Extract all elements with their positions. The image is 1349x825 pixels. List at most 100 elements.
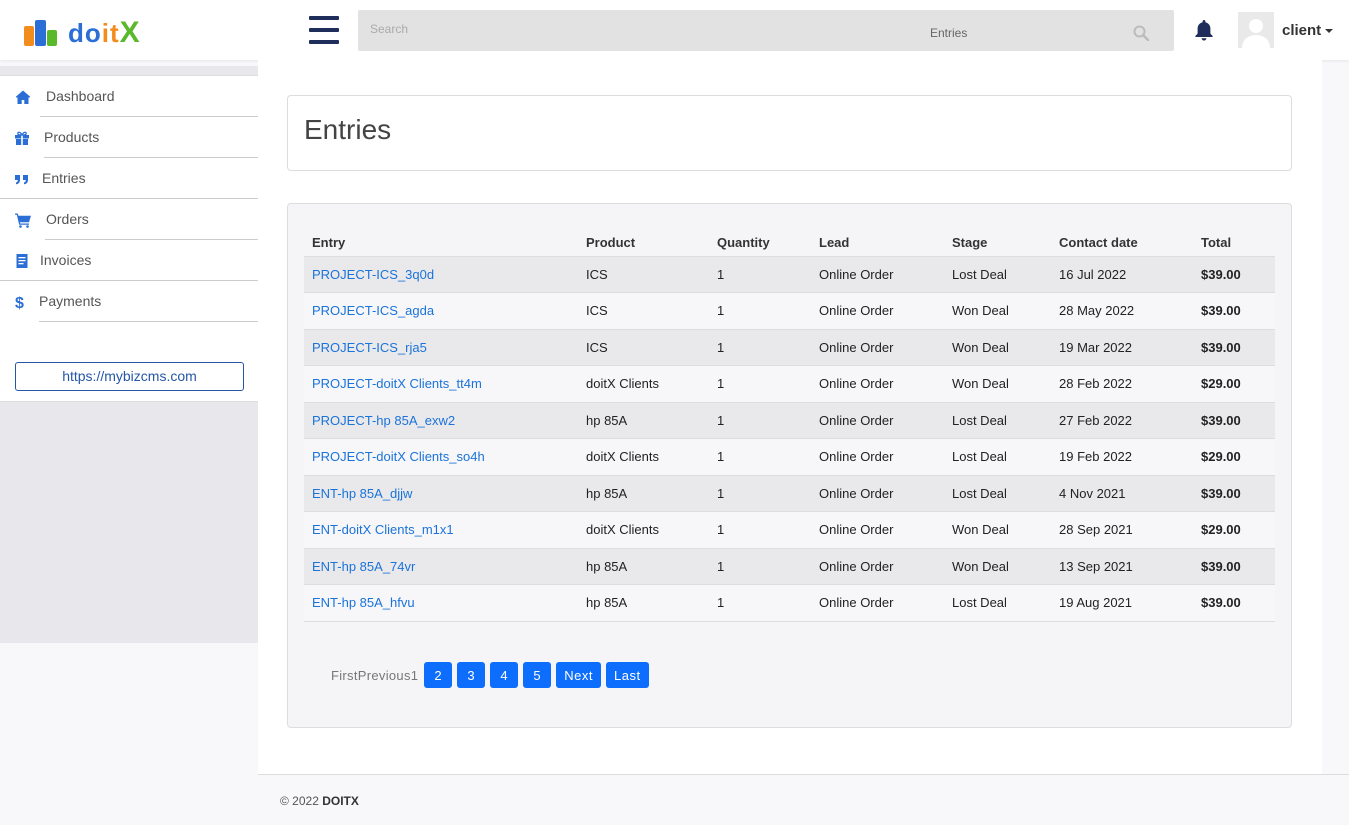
cell-product: hp 85A (578, 475, 709, 512)
search-icon[interactable] (1133, 25, 1149, 41)
cell-total: $29.00 (1193, 365, 1275, 403)
table-row: PROJECT-ICS_3q0d ICS 1 Online Order Lost Dea… (304, 256, 1275, 293)
sidebar-item-orders[interactable]: Orders (0, 199, 259, 240)
sidebar: Dashboard Products Entries (0, 66, 260, 643)
sidebar-item-label: Entries (42, 170, 86, 186)
page-4-button[interactable]: 4 (490, 662, 519, 688)
footer-brand: DOITX (322, 794, 359, 808)
cell-contact-date: 28 May 2022 (1051, 292, 1193, 330)
entry-link[interactable]: ENT-doitX Clients_m1x1 (312, 522, 454, 538)
last-page-button[interactable]: Last (606, 662, 649, 688)
cell-contact-date: 16 Jul 2022 (1051, 256, 1193, 293)
avatar[interactable] (1238, 12, 1274, 48)
cell-stage: Won Deal (944, 511, 1051, 549)
dollar-icon: $ (15, 295, 24, 310)
cell-product: hp 85A (578, 584, 709, 622)
cell-total: $29.00 (1193, 511, 1275, 549)
entry-link[interactable]: PROJECT-doitX Clients_tt4m (312, 376, 482, 392)
cell-product: ICS (578, 256, 709, 293)
logo[interactable]: doitX (22, 16, 141, 48)
cell-total: $39.00 (1193, 256, 1275, 293)
table-row: PROJECT-doitX Clients_tt4m doitX Clients 1… (304, 365, 1275, 403)
cell-entry: PROJECT-hp 85A_exw2 (304, 402, 578, 439)
table-row: PROJECT-ICS_rja5 ICS 1 Online Order Won Deal… (304, 329, 1275, 366)
cell-contact-date: 19 Aug 2021 (1051, 584, 1193, 622)
cell-quantity: 1 (709, 365, 811, 403)
bell-icon[interactable] (1192, 18, 1216, 42)
sidebar-item-invoices[interactable]: Invoices (0, 240, 259, 281)
cell-quantity: 1 (709, 292, 811, 330)
cell-product: hp 85A (578, 402, 709, 439)
table-row: PROJECT-doitX Clients_so4h doitX Clients 1… (304, 438, 1275, 476)
page-2-button[interactable]: 2 (424, 662, 453, 688)
entry-link[interactable]: PROJECT-doitX Clients_so4h (312, 449, 485, 465)
next-page-button[interactable]: Next (556, 662, 602, 688)
cell-entry: ENT-hp 85A_74vr (304, 548, 578, 585)
cell-entry: PROJECT-ICS_rja5 (304, 329, 578, 366)
column-header-entry[interactable]: Entry (304, 220, 578, 257)
menu-toggle-icon[interactable] (309, 15, 339, 45)
sidebar-item-entries[interactable]: Entries (0, 158, 259, 199)
page-title: Entries (304, 114, 392, 145)
cell-product: ICS (578, 292, 709, 330)
cell-lead: Online Order (811, 365, 944, 403)
cell-contact-date: 13 Sep 2021 (1051, 548, 1193, 585)
sidebar-item-payments[interactable]: $ Payments (0, 281, 259, 322)
entry-link[interactable]: ENT-hp 85A_74vr (312, 558, 416, 574)
cell-contact-date: 19 Mar 2022 (1051, 329, 1193, 366)
cell-lead: Online Order (811, 256, 944, 293)
entries-table-card: Entry Product Quantity Lead Stage Contac… (287, 203, 1292, 728)
sidebar-item-label: Payments (39, 293, 102, 309)
cell-total: $39.00 (1193, 329, 1275, 366)
cart-icon (15, 213, 31, 228)
cell-stage: Lost Deal (944, 438, 1051, 476)
page-5-button[interactable]: 5 (523, 662, 552, 688)
column-header-product[interactable]: Product (578, 220, 709, 257)
entry-link[interactable]: PROJECT-ICS_rja5 (312, 339, 427, 355)
user-silhouette-icon (1242, 19, 1270, 48)
entry-link[interactable]: PROJECT-ICS_agda (312, 303, 435, 319)
home-icon (15, 90, 31, 104)
cell-entry: ENT-doitX Clients_m1x1 (304, 511, 578, 549)
search-input[interactable] (358, 10, 1174, 51)
column-header-lead[interactable]: Lead (811, 220, 944, 257)
cell-quantity: 1 (709, 548, 811, 585)
user-menu[interactable]: client (1282, 22, 1322, 39)
cell-total: $39.00 (1193, 548, 1275, 585)
cell-stage: Won Deal (944, 365, 1051, 403)
column-header-contact-date[interactable]: Contact date (1051, 220, 1193, 257)
cell-lead: Online Order (811, 329, 944, 366)
entry-link[interactable]: PROJECT-ICS_3q0d (312, 266, 435, 282)
cell-stage: Lost Deal (944, 475, 1051, 512)
table-row: ENT-hp 85A_hfvu hp 85A 1 Online Order Lost D… (304, 584, 1275, 622)
sidebar-menu: Dashboard Products Entries (0, 75, 259, 402)
table-row: PROJECT-hp 85A_exw2 hp 85A 1 Online Order Lo… (304, 402, 1275, 439)
sidebar-item-label: Orders (46, 211, 89, 227)
page-3-button[interactable]: 3 (457, 662, 486, 688)
cell-entry: PROJECT-doitX Clients_so4h (304, 438, 578, 476)
website-link-button[interactable]: https://mybizcms.com (15, 362, 244, 391)
column-header-quantity[interactable]: Quantity (709, 220, 811, 257)
sidebar-item-products[interactable]: Products (0, 117, 259, 158)
invoice-icon (16, 254, 28, 268)
sidebar-item-dashboard[interactable]: Dashboard (0, 76, 259, 117)
title-card: Entries (287, 95, 1292, 171)
caret-down-icon[interactable] (1325, 29, 1333, 33)
entry-link[interactable]: ENT-hp 85A_hfvu (312, 595, 415, 611)
cell-quantity: 1 (709, 256, 811, 293)
table-header-row: Entry Product Quantity Lead Stage Contac… (304, 220, 1275, 257)
entry-link[interactable]: ENT-hp 85A_djjw (312, 485, 413, 501)
cell-product: hp 85A (578, 548, 709, 585)
entry-link[interactable]: PROJECT-hp 85A_exw2 (312, 412, 456, 428)
column-header-stage[interactable]: Stage (944, 220, 1051, 257)
pagination-text[interactable]: FirstPrevious1 (331, 667, 419, 683)
cell-total: $39.00 (1193, 584, 1275, 622)
cell-entry: PROJECT-doitX Clients_tt4m (304, 365, 578, 403)
column-header-total[interactable]: Total (1193, 220, 1275, 257)
cell-lead: Online Order (811, 584, 944, 622)
cell-lead: Online Order (811, 402, 944, 439)
cell-entry: ENT-hp 85A_hfvu (304, 584, 578, 622)
entries-table: Entry Product Quantity Lead Stage Contac… (304, 220, 1275, 622)
cell-stage: Lost Deal (944, 256, 1051, 293)
cell-contact-date: 28 Sep 2021 (1051, 511, 1193, 549)
